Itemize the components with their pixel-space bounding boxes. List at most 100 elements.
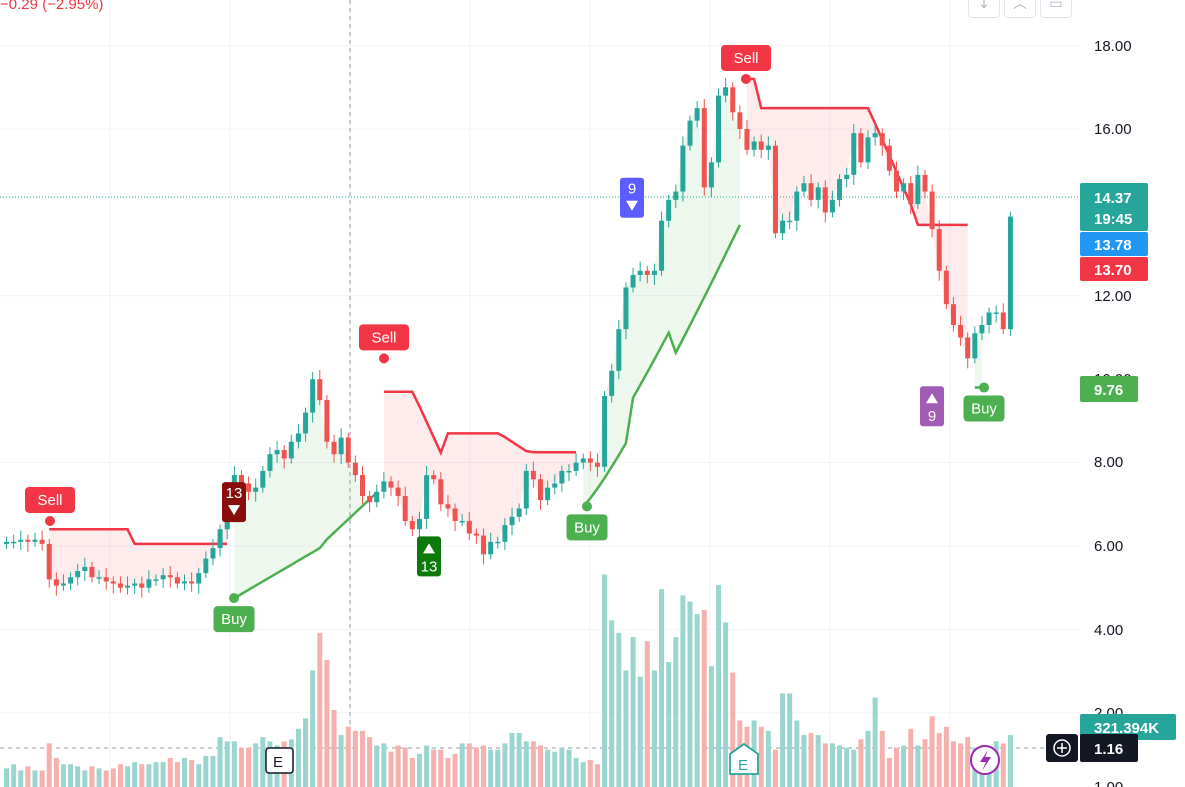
candle-body — [872, 133, 878, 138]
volume-bar — [295, 728, 301, 787]
candle-body — [901, 183, 907, 192]
candle-body — [929, 191, 935, 230]
candle-body — [445, 504, 451, 509]
earnings-e-icon[interactable]: E — [265, 747, 294, 774]
counter-label: 13 — [421, 558, 438, 575]
square-icon[interactable]: ▭ — [1040, 0, 1072, 18]
volume-bar — [673, 637, 679, 787]
volume-bar — [801, 735, 807, 787]
candle-body — [11, 541, 17, 544]
candle-body — [75, 571, 81, 578]
last-price-value: 14.37 — [1094, 190, 1132, 207]
volume-bar — [837, 745, 843, 787]
candle-body — [787, 220, 793, 223]
candle-body — [523, 470, 529, 509]
candle-body — [922, 174, 928, 192]
candle-body — [780, 220, 786, 234]
plus-circle-icon[interactable] — [1053, 739, 1071, 757]
candle-body — [587, 458, 593, 463]
candle-body — [516, 508, 522, 517]
signal-badge — [566, 514, 608, 541]
candle-body — [189, 581, 195, 584]
volume-bar — [253, 743, 259, 787]
candle-body — [182, 581, 187, 584]
candle-body — [174, 577, 180, 584]
volume-bar — [481, 745, 487, 787]
volume-bar — [516, 732, 522, 787]
volume-bar — [865, 730, 871, 787]
candle-body — [295, 433, 301, 442]
volume-bar — [338, 735, 344, 787]
trend-fill — [583, 87, 740, 507]
volume-bar — [424, 745, 430, 787]
tick-label: 18.00 — [1094, 38, 1132, 55]
candles — [4, 78, 1013, 598]
arrow-down-icon[interactable]: ↓ — [968, 0, 1000, 18]
candle-body — [772, 145, 778, 234]
volume-bar — [815, 735, 821, 787]
blue-price-tag: 13.78 — [1080, 232, 1148, 256]
earnings-e-icon[interactable]: E — [729, 742, 759, 775]
volume-bar — [231, 741, 237, 787]
volume-bar — [452, 753, 458, 787]
volume-bar — [573, 757, 579, 787]
signal-label: Buy — [221, 611, 247, 628]
candle-body — [815, 187, 821, 200]
red-price-tag: 13.70 — [1080, 257, 1148, 281]
volume-bar — [958, 743, 964, 787]
candle-body — [495, 541, 501, 544]
volume-bar — [246, 747, 252, 787]
candle-body — [367, 495, 373, 503]
candle-body — [701, 108, 707, 188]
candle-body — [381, 481, 387, 492]
candle-body — [737, 112, 743, 129]
candle-body — [32, 539, 38, 542]
candle-body — [545, 487, 551, 501]
volume-bar — [182, 757, 187, 787]
candle-body — [132, 583, 138, 586]
volume-bar — [858, 739, 864, 787]
volume-bar — [32, 770, 38, 787]
volume-bar — [530, 741, 536, 787]
counter-label: 13 — [226, 485, 243, 502]
candle-body — [196, 573, 202, 584]
volume-bar — [324, 659, 330, 787]
candle-body — [509, 516, 515, 526]
candle-body — [573, 462, 579, 471]
candle-body — [915, 174, 921, 205]
chevron-up-icon[interactable]: ︿ — [1004, 0, 1036, 18]
signal-dot — [979, 382, 989, 393]
candle-body — [630, 274, 636, 288]
volume-bar — [317, 632, 323, 787]
volume-bar — [310, 670, 316, 787]
volume-bar — [666, 662, 672, 787]
candle-body — [687, 120, 693, 146]
candle-body — [452, 508, 458, 521]
volume-bar — [602, 574, 608, 787]
volume-bar — [367, 737, 373, 787]
volume-bar — [872, 697, 878, 787]
arrow-up-icon — [926, 393, 938, 404]
volume-bar — [466, 743, 472, 787]
candle-body — [758, 141, 764, 150]
volume-bar — [943, 726, 949, 787]
volume-bar — [915, 745, 921, 787]
volume-bar — [46, 743, 52, 787]
candle-body — [765, 145, 771, 150]
candle-body — [530, 470, 536, 480]
candle-body — [993, 312, 999, 314]
candle-body — [424, 475, 430, 519]
lightning-icon[interactable] — [970, 745, 1000, 775]
volume-bar — [794, 720, 800, 787]
candle-body — [972, 333, 978, 359]
volume-bar — [780, 693, 786, 787]
volume-bar — [25, 766, 31, 787]
candle-body — [203, 558, 209, 574]
resistance-line — [49, 528, 228, 546]
signal-label: Sell — [733, 50, 758, 67]
candle-body — [352, 462, 358, 476]
tick-label: 12.00 — [1094, 288, 1132, 305]
candle-body — [637, 270, 643, 275]
candle-body — [481, 535, 487, 555]
